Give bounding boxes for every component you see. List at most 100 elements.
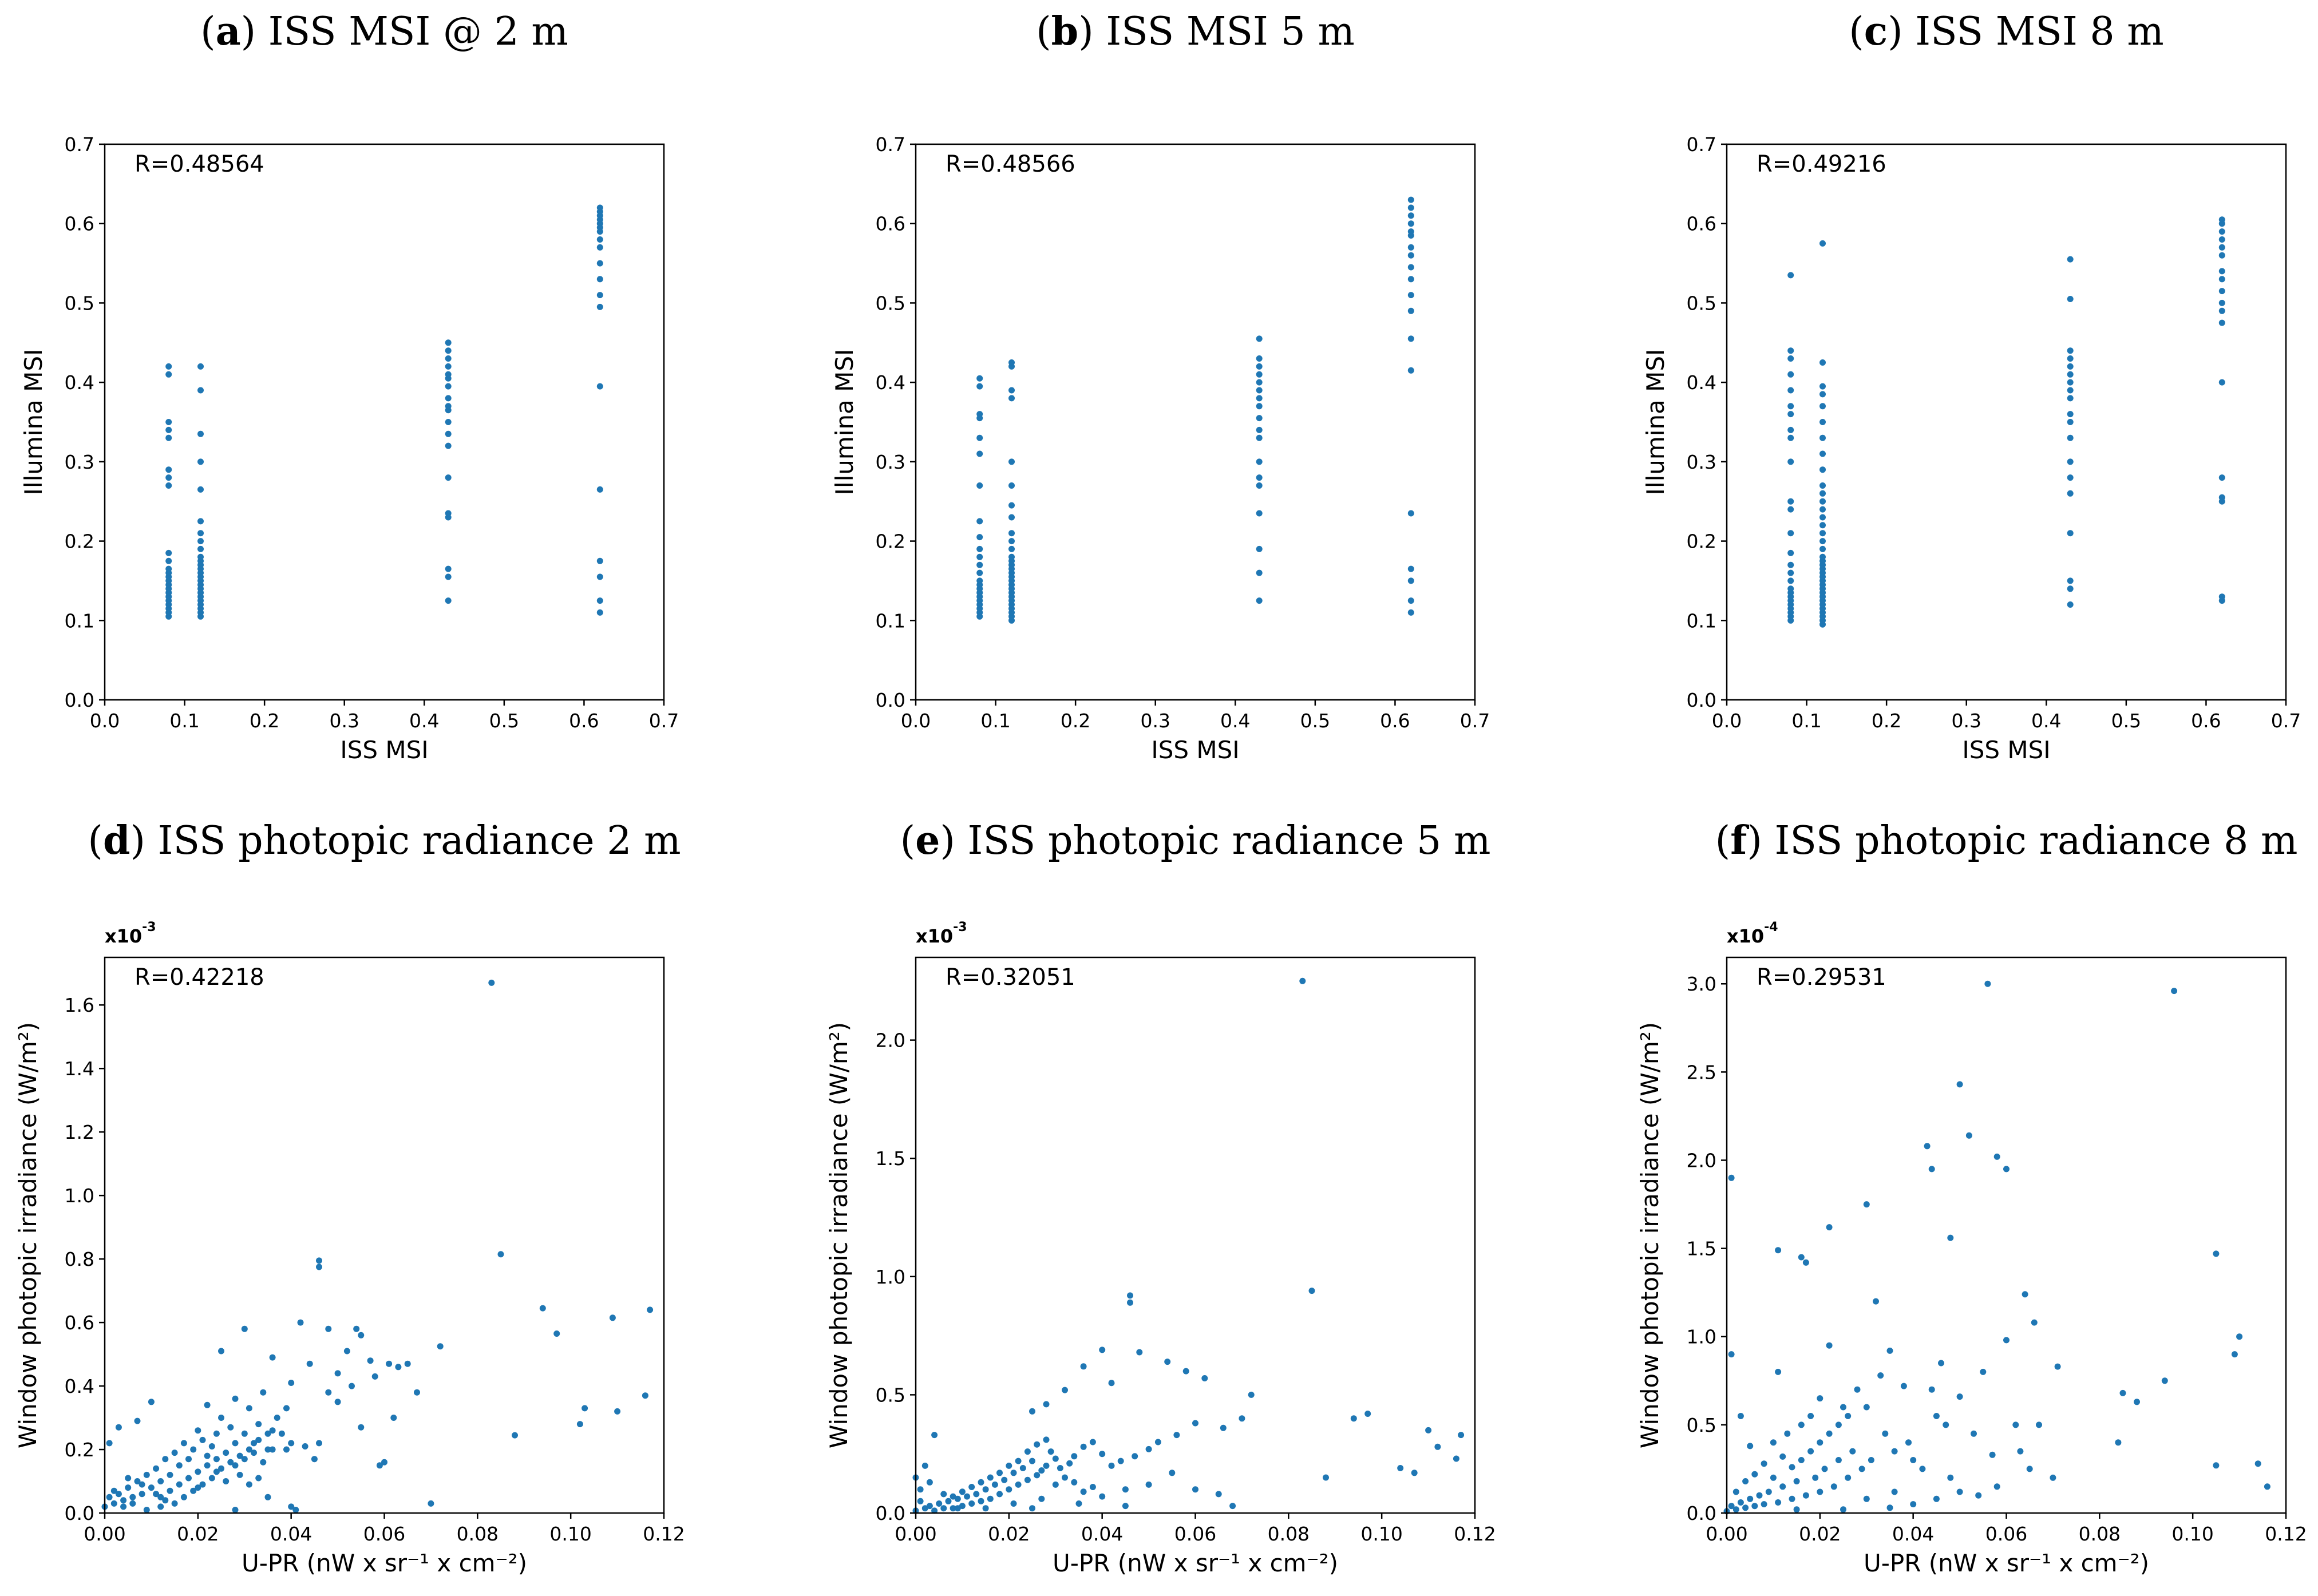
data-point [2218, 288, 2225, 295]
data-point [297, 1319, 304, 1326]
correlation-label: R=0.29531 [1757, 964, 1886, 991]
data-point [1732, 1506, 1739, 1513]
data-point [996, 1491, 1003, 1498]
data-point [1256, 474, 1263, 481]
data-point [1256, 426, 1263, 433]
data-point [1407, 220, 1414, 227]
data-point [208, 1443, 215, 1450]
data-point [2218, 379, 2225, 386]
y-tick-label: 0.1 [876, 609, 905, 632]
data-point [596, 609, 603, 616]
plot-frame [1726, 143, 2287, 701]
data-point [353, 1325, 360, 1332]
y-tick-label: 0.6 [65, 213, 94, 235]
data-point [1256, 363, 1263, 370]
data-point [976, 434, 983, 441]
data-point [218, 1415, 224, 1421]
data-point [1993, 1153, 2000, 1160]
correlation-label: R=0.49216 [1757, 151, 1886, 177]
data-point [2067, 355, 2074, 362]
data-point [1350, 1415, 1357, 1422]
data-point [316, 1264, 322, 1270]
x-tick-label: 0.6 [569, 710, 599, 732]
x-tick-label: 0.04 [1892, 1523, 1934, 1545]
data-point [1043, 1401, 1050, 1408]
data-point [1008, 545, 1015, 552]
x-tick-label: 0.4 [1220, 710, 1250, 732]
data-point [1928, 1386, 1935, 1393]
y-tick-label: 1.2 [65, 1121, 94, 1143]
data-point [445, 573, 452, 580]
plot-frame [1726, 956, 2287, 1514]
data-point [1784, 1430, 1791, 1437]
x-tick-label: 0.02 [1799, 1523, 1841, 1545]
data-point [241, 1456, 248, 1463]
data-point [134, 1417, 141, 1424]
data-point [1220, 1424, 1227, 1431]
y-tick-label: 0.1 [1687, 609, 1716, 632]
data-point [1043, 1462, 1050, 1469]
data-point [1886, 1347, 1893, 1354]
data-point [1407, 367, 1414, 374]
data-point [1173, 1432, 1180, 1439]
x-axis-label: U-PR (nW x sr⁻¹ x cm⁻²) [1053, 1549, 1338, 1577]
data-point [148, 1399, 155, 1405]
x-tick-label: 0.06 [1174, 1523, 1216, 1545]
data-point [197, 486, 204, 493]
x-tick-label: 0.7 [649, 710, 679, 732]
data-point [213, 1456, 220, 1463]
data-point [1019, 1465, 1026, 1471]
data-point [260, 1389, 267, 1396]
data-point [1819, 403, 1826, 410]
data-point [1407, 228, 1414, 235]
data-point [1323, 1474, 1329, 1481]
data-point [197, 458, 204, 465]
y-tick-label: 0.7 [65, 133, 94, 156]
y-tick-label: 2.0 [876, 1029, 905, 1052]
y-tick-label: 1.0 [1687, 1326, 1716, 1348]
data-point [991, 1481, 998, 1488]
data-point [197, 538, 204, 545]
data-point [1886, 1504, 1893, 1511]
data-point [1407, 609, 1414, 616]
x-axis-label: ISS MSI [1962, 736, 2050, 764]
data-point [195, 1484, 201, 1491]
data-point [1928, 1166, 1935, 1173]
data-point [199, 1436, 206, 1443]
data-point [917, 1486, 924, 1493]
data-point [236, 1452, 243, 1459]
scatter-points [912, 977, 1465, 1514]
data-point [1910, 1457, 1917, 1463]
data-point [1812, 1474, 1819, 1481]
data-point [596, 573, 603, 580]
x-tick-label: 0.12 [2265, 1523, 2307, 1545]
data-point [1802, 1259, 1809, 1266]
data-point [236, 1471, 243, 1478]
data-point [1043, 1436, 1050, 1443]
data-point [596, 292, 603, 299]
data-point [647, 1306, 654, 1313]
data-point [1787, 272, 1794, 279]
data-point [1787, 458, 1794, 465]
data-point [1256, 458, 1263, 465]
y-tick-label: 0.8 [65, 1248, 94, 1270]
data-point [180, 1440, 187, 1447]
data-point [976, 553, 983, 560]
data-point [921, 1505, 928, 1512]
data-point [2067, 347, 2074, 354]
data-point [283, 1446, 290, 1453]
data-point [1407, 565, 1414, 572]
data-point [2031, 1319, 2038, 1326]
chart-b: (b) ISS MSI 5 m 0.0 0.1 0.2 0.3 0.4 0.5 0.6 0.7 0… [830, 9, 1490, 764]
x-tick-label: 0.00 [84, 1523, 125, 1545]
data-point [115, 1491, 122, 1498]
x-tick-label: 0.5 [1300, 710, 1330, 732]
data-point [232, 1462, 239, 1469]
y-tick-label: 1.0 [876, 1266, 905, 1288]
data-point [982, 1505, 989, 1512]
x-tick-label: 0.04 [270, 1523, 312, 1545]
data-point [165, 434, 172, 441]
data-point [1933, 1495, 1940, 1502]
chart-title: (f) ISS photopic radiance 8 m [1715, 818, 2298, 864]
data-point [1008, 387, 1015, 394]
